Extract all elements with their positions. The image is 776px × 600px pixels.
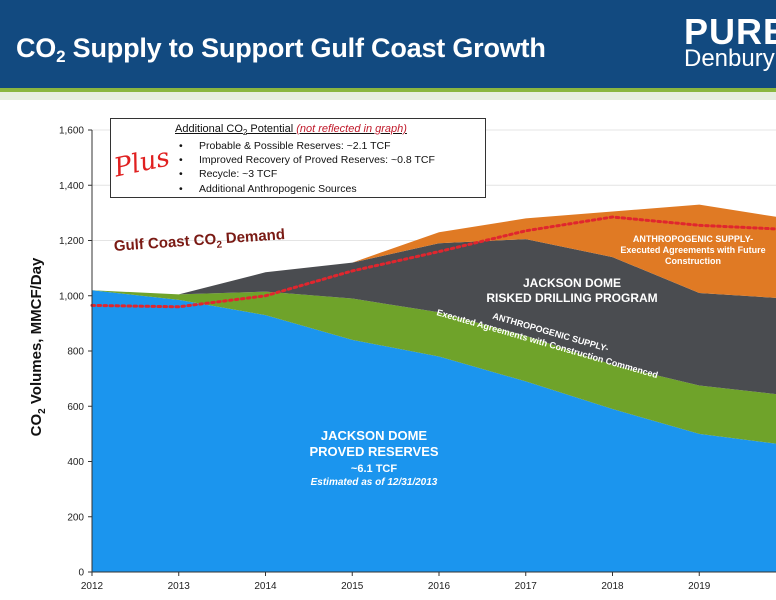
callout-item: Recycle: ~3 TCF	[179, 167, 435, 181]
proved-label-tcf: ~6.1 TCF	[350, 463, 398, 475]
y-tick-label: 1,200	[59, 236, 84, 247]
risked-label-line2: RISKED DRILLING PROGRAM	[486, 291, 658, 305]
callout-item: Additional Anthropogenic Sources	[179, 182, 435, 196]
accent-band	[0, 92, 776, 100]
x-tick-label: 2017	[515, 581, 538, 592]
proved-label-date: Estimated as of 12/31/2013	[310, 477, 438, 488]
area-proved-reserves	[92, 290, 776, 572]
y-tick-label: 0	[78, 568, 84, 579]
risked-drilling-label: JACKSON DOME RISKED DRILLING PROGRAM	[462, 276, 682, 306]
additional-potential-callout: Additional CO2 Potential (not reflected …	[110, 118, 486, 198]
y-tick-label: 1,000	[59, 291, 84, 302]
accent-bar	[0, 88, 776, 92]
anthro-future-label: ANTHROPOGENIC SUPPLY- Executed Agreement…	[610, 234, 776, 267]
area-risked-drilling	[92, 239, 776, 395]
anthro-future-line2: Executed Agreements with Future	[620, 245, 766, 255]
callout-title: Additional CO2 Potential (not reflected …	[175, 123, 407, 138]
x-tick-label: 2016	[428, 581, 451, 592]
callout-item: Probable & Possible Reserves: ~2.1 TCF	[179, 139, 435, 153]
y-tick-label: 600	[67, 402, 84, 413]
x-tick-label: 2013	[168, 581, 191, 592]
x-tick-label: 2019	[688, 581, 711, 592]
x-tick-label: 2018	[601, 581, 624, 592]
y-tick-label: 1,400	[59, 181, 84, 192]
demand-line	[90, 215, 776, 309]
logo-bottom-text: Denbury	[684, 45, 775, 72]
company-logo: PURE Denbury	[684, 14, 776, 71]
area-anthro-executed	[92, 290, 776, 444]
anthro-future-line3: Construction	[665, 256, 721, 266]
y-tick-label: 1,600	[59, 126, 84, 137]
y-tick-label: 400	[67, 457, 84, 468]
proved-reserves-label: JACKSON DOME PROVED RESERVES ~6.1 TCF Es…	[276, 428, 472, 490]
risked-label-line1: JACKSON DOME	[522, 276, 621, 290]
y-tick-label: 200	[67, 512, 84, 523]
area-anthro-future	[92, 204, 776, 298]
x-tick-label: 2015	[341, 581, 364, 592]
title-banner: CO2 Supply to Support Gulf Coast Growth …	[0, 0, 776, 88]
x-tick-label: 2014	[254, 581, 277, 592]
anthro-future-line1: ANTHROPOGENIC SUPPLY-	[632, 234, 754, 244]
logo-top-text: PURE	[684, 11, 776, 52]
proved-label-line2: PROVED RESERVES	[309, 444, 439, 459]
y-tick-label: 800	[67, 347, 84, 358]
slide-title: CO2 Supply to Support Gulf Coast Growth	[16, 33, 546, 66]
x-tick-label: 2012	[81, 581, 104, 592]
supply-chart: 0 200 400 600 800 1,000 1,200 1,400 1,600 2012 201…	[59, 126, 776, 592]
proved-label-line1: JACKSON DOME	[320, 428, 428, 443]
y-axis-label: CO2 Volumes, MMCF/Day	[28, 257, 48, 437]
callout-list: Probable & Possible Reserves: ~2.1 TCF I…	[179, 139, 435, 196]
callout-item: Improved Recovery of Proved Reserves: ~0…	[179, 153, 435, 167]
